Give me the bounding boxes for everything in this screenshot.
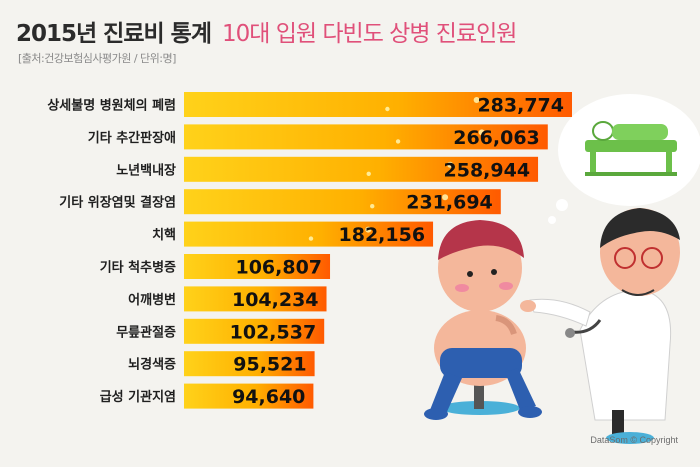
- value-label: 258,944: [444, 159, 531, 181]
- bar: [184, 254, 331, 279]
- value-label: 182,156: [339, 224, 426, 246]
- bar: [184, 124, 548, 150]
- doctor-illustration: [520, 208, 680, 444]
- sparkle-dot: [395, 139, 401, 144]
- sparkle-dot: [478, 129, 485, 136]
- chart-title-sub: 10대 입원 다빈도 상병 진료인원: [222, 21, 517, 47]
- chart-title: 2015년 진료비 통계 10대 입원 다빈도 상병 진료인원: [16, 14, 517, 48]
- sparkle-dot: [308, 236, 314, 241]
- bar: [184, 221, 434, 247]
- category-label: 상세불명 병원체의 폐렴: [47, 98, 176, 114]
- sparkle-dot: [385, 106, 390, 112]
- sparkle-dot: [366, 171, 371, 176]
- bar: [184, 156, 539, 182]
- source-note: [출처:건강보험심사평가원 / 단위:명]: [18, 52, 176, 65]
- sparkle-dot: [473, 97, 480, 103]
- value-label: 283,774: [477, 95, 564, 117]
- category-label: 치핵: [152, 227, 176, 243]
- sparkle-dot: [370, 204, 375, 209]
- bar: [184, 318, 325, 344]
- sparkle-dot: [442, 194, 449, 201]
- category-label: 노년백내장: [116, 162, 176, 178]
- sparkle-dot: [447, 161, 454, 168]
- copyright-credit: DataSom © Copyright: [590, 435, 678, 445]
- value-label: 104,234: [232, 289, 319, 311]
- patient-illustration: [424, 220, 542, 420]
- category-label: 뇌경색증: [128, 357, 176, 373]
- value-label: 266,063: [453, 127, 540, 149]
- speech-bubble-illustration: [548, 94, 700, 224]
- bed-icon: [585, 121, 677, 176]
- category-label: 기타 추간판장애: [88, 130, 176, 146]
- bar: [184, 383, 314, 409]
- category-label: 무릎관절증: [116, 324, 176, 340]
- category-label: 기타 척추병증: [100, 260, 176, 276]
- value-label: 102,537: [230, 321, 317, 343]
- category-label: 어깨병변: [128, 292, 176, 308]
- bar: [184, 189, 501, 215]
- sparkle-dot: [365, 226, 372, 233]
- category-label: 기타 위장염및 결장염: [59, 195, 176, 211]
- category-label: 급성 기관지염: [100, 389, 176, 405]
- bar: [184, 92, 572, 117]
- value-label: 94,640: [232, 386, 305, 408]
- chart-title-main: 2015년 진료비 통계: [16, 21, 212, 47]
- value-label: 95,521: [233, 354, 306, 376]
- bars-group: 상세불명 병원체의 폐렴 283,774 기타 추간판장애 266,063 노년백내장 2…: [47, 92, 572, 409]
- value-label: 106,807: [235, 257, 322, 279]
- bar: [184, 286, 327, 312]
- bar: [184, 351, 315, 377]
- value-label: 231,694: [406, 192, 493, 214]
